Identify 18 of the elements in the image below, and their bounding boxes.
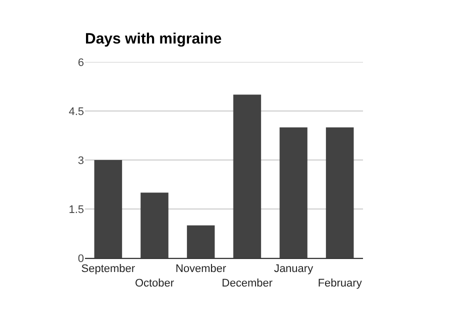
bar xyxy=(94,160,122,258)
bar xyxy=(280,127,308,258)
x-tick-label: September xyxy=(81,263,136,276)
bar xyxy=(140,192,168,258)
bar xyxy=(233,94,262,258)
y-tick-label: 4.5 xyxy=(68,106,84,118)
chart-title: Days with migraine xyxy=(85,30,222,48)
bar xyxy=(186,225,215,258)
x-tick-label: January xyxy=(274,263,314,276)
y-tick-label: 1.5 xyxy=(68,204,84,216)
x-tick-label: November xyxy=(175,263,227,276)
bar xyxy=(326,127,354,258)
x-tick-label: February xyxy=(318,278,362,290)
y-tick-label: 3 xyxy=(78,154,84,167)
x-tick-label: October xyxy=(134,278,174,290)
y-tick-label: 0 xyxy=(78,252,84,265)
y-tick-label: 6 xyxy=(78,56,84,69)
x-tick-label: December xyxy=(222,278,273,290)
